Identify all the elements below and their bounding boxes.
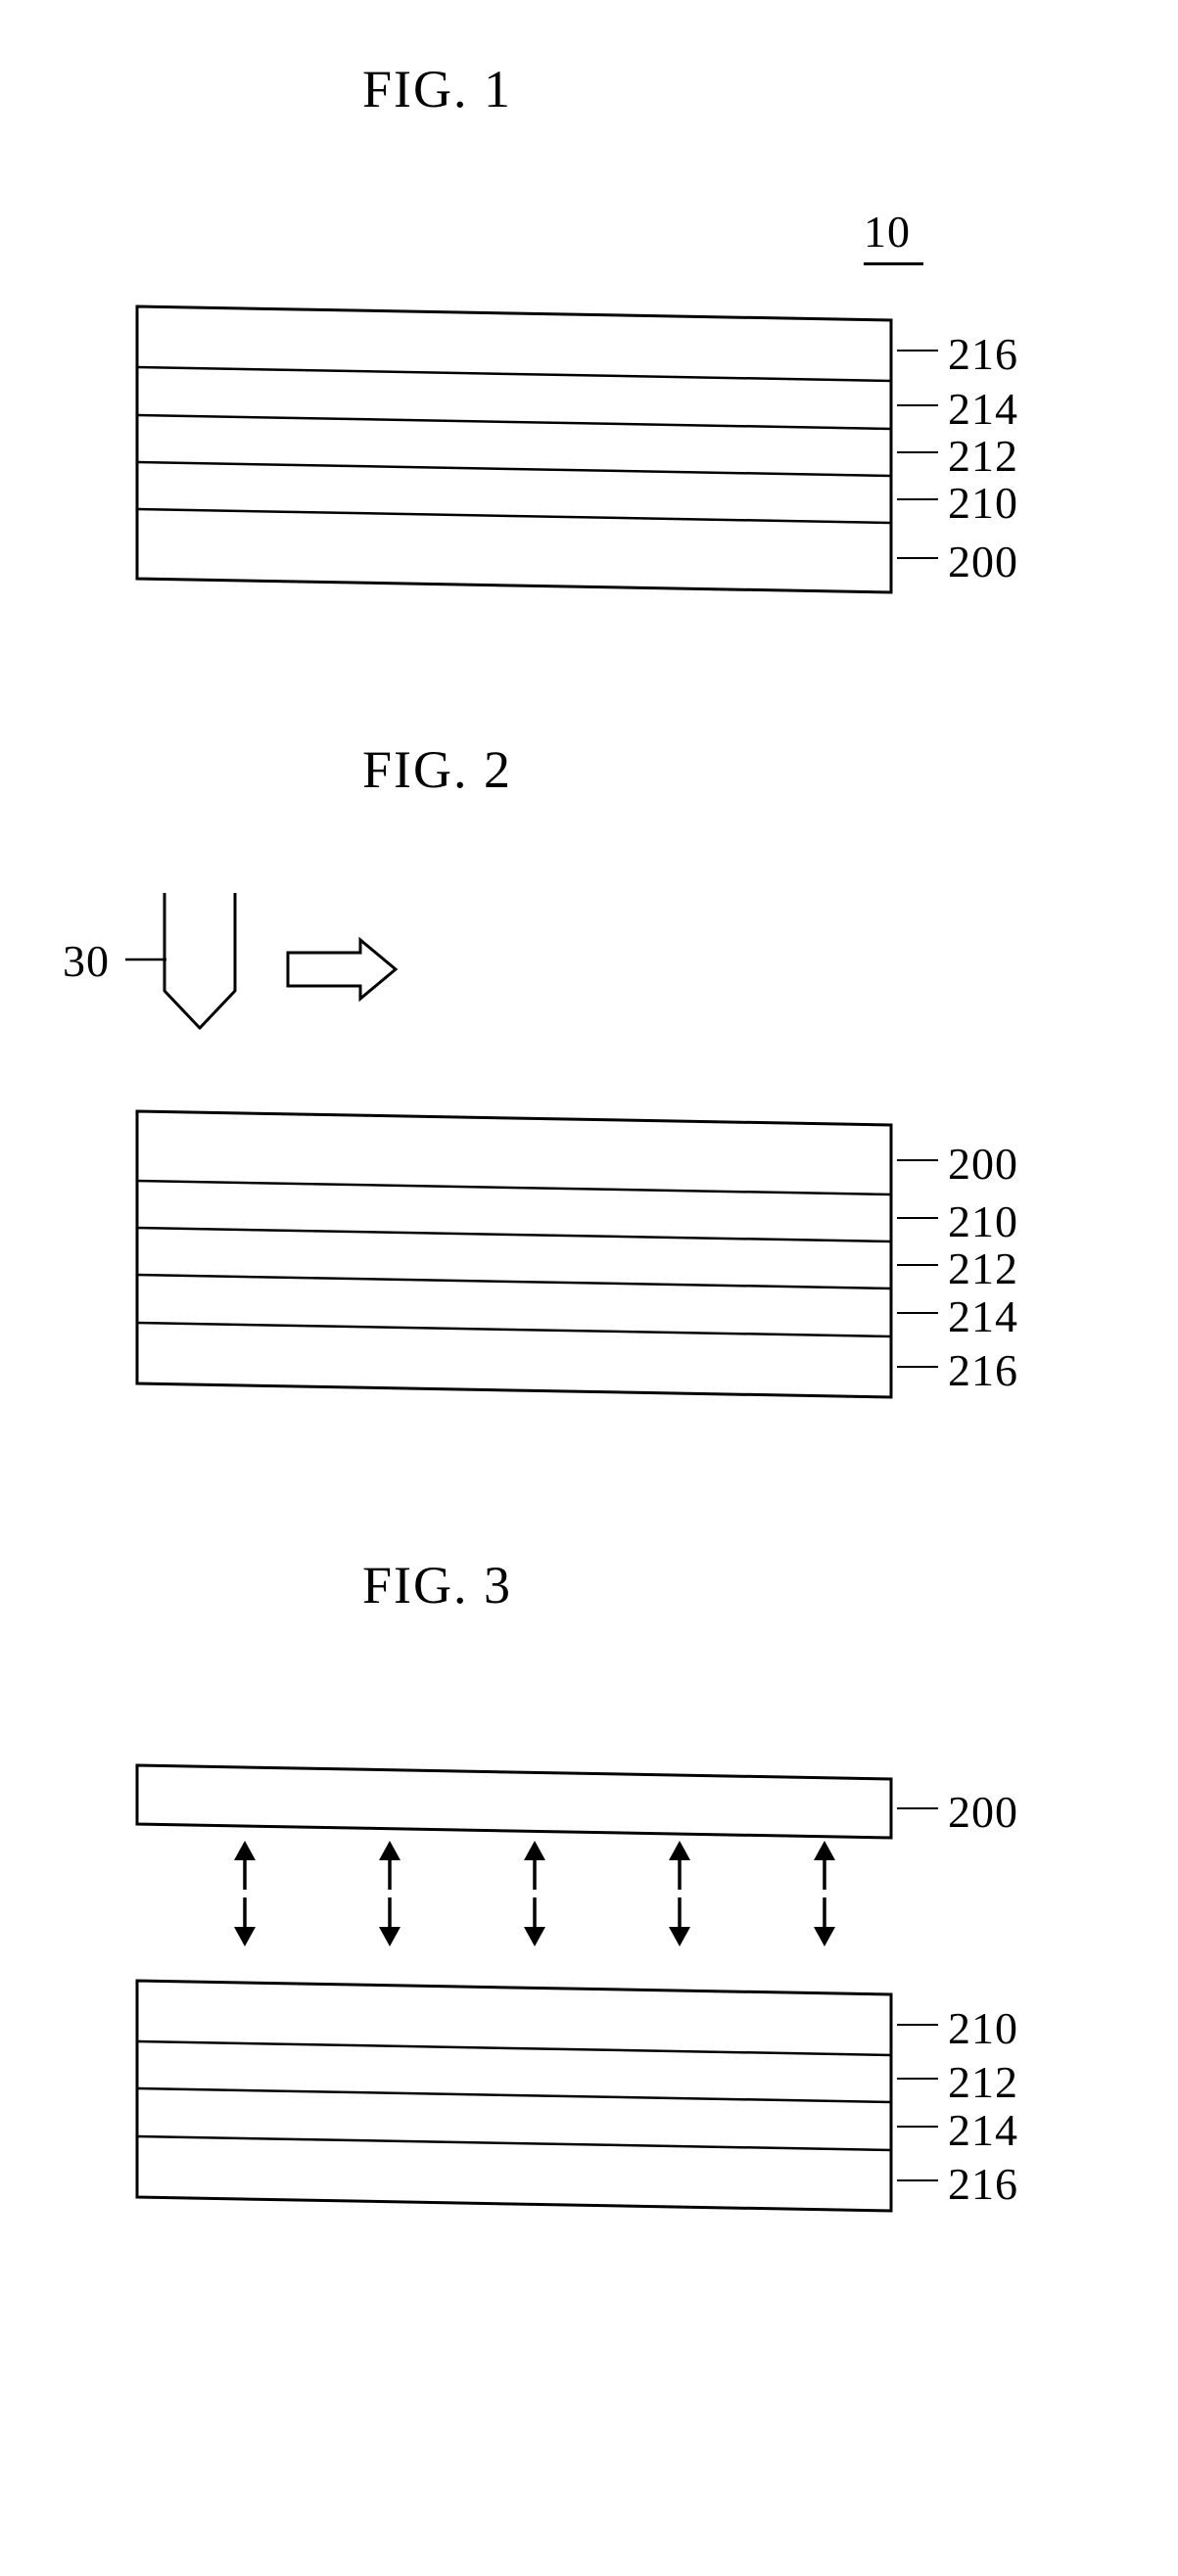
leader-line [897, 1366, 938, 1368]
layer-label: 214 [948, 383, 1018, 435]
fig3-bottom-stack [137, 1981, 891, 2215]
layer-label: 214 [948, 1290, 1018, 1342]
layer-label: 212 [948, 1242, 1018, 1294]
layer-label: 214 [948, 2104, 1018, 2156]
layer-label: 216 [948, 328, 1018, 380]
leader-line [897, 1264, 938, 1266]
leader-line [897, 1312, 938, 1314]
leader-line [897, 2078, 938, 2080]
layer-label: 210 [948, 2002, 1018, 2054]
layer-label: 210 [948, 1195, 1018, 1247]
layer-label: 216 [948, 2158, 1018, 2210]
leader-line [897, 1159, 938, 1161]
leader-line [897, 557, 938, 559]
leader-line [897, 1807, 938, 1809]
leader-line [897, 2179, 938, 2181]
layer-label: 200 [948, 1786, 1018, 1838]
layer-label: 200 [948, 1138, 1018, 1190]
layer-label: 200 [948, 536, 1018, 587]
layer-label: 216 [948, 1344, 1018, 1396]
layer-label: 212 [948, 430, 1018, 482]
leader-line [897, 404, 938, 406]
leader-line [897, 451, 938, 453]
leader-line [897, 498, 938, 500]
page-root: FIG. 1 10 FIG. 2 30 FIG. 3 2162142122102… [0, 0, 1178, 2576]
layer-label: 212 [948, 2056, 1018, 2108]
layer-label: 210 [948, 477, 1018, 529]
leader-line [897, 2126, 938, 2128]
leader-line [897, 1217, 938, 1219]
leader-line [897, 2024, 938, 2026]
leader-line [897, 350, 938, 351]
